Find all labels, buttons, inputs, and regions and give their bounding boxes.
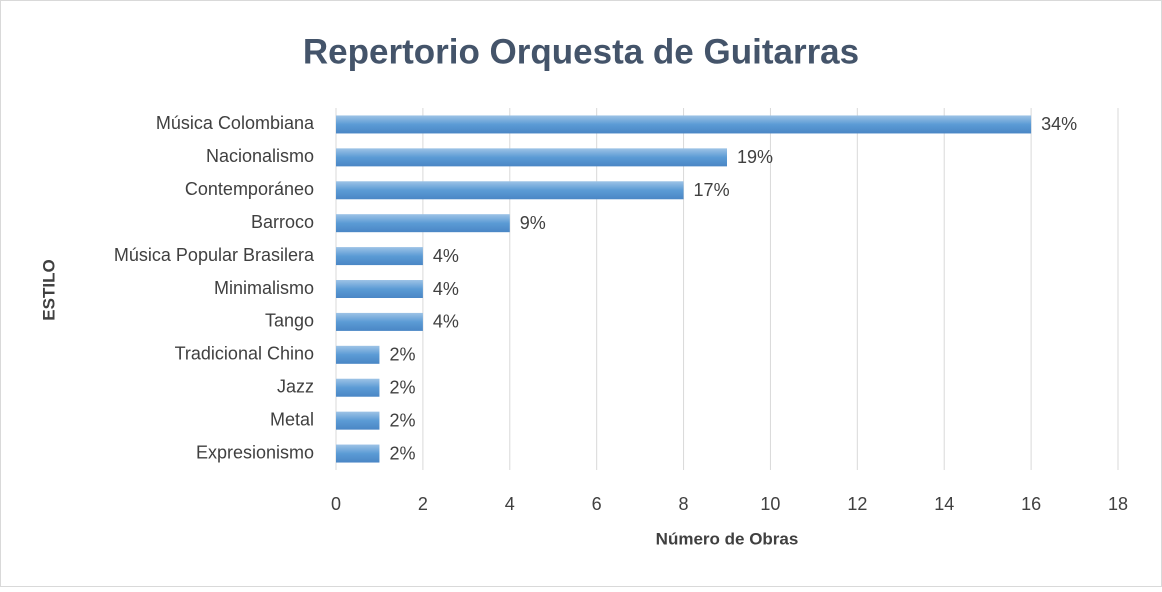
x-tick-label: 0 (331, 494, 341, 514)
bar (336, 312, 423, 331)
y-tick-label: Metal (270, 409, 314, 429)
x-tick-label: 4 (505, 494, 515, 514)
data-label: 34% (1041, 114, 1077, 134)
x-tick-label: 10 (760, 494, 780, 514)
data-label: 4% (433, 279, 459, 299)
data-label: 17% (694, 180, 730, 200)
x-tick-label: 16 (1021, 494, 1041, 514)
y-tick-label: Jazz (277, 376, 314, 396)
bar (336, 411, 380, 430)
y-tick-label: Minimalismo (214, 278, 314, 298)
data-label: 2% (389, 410, 415, 430)
x-tick-label: 18 (1108, 494, 1128, 514)
y-tick-label: Música Popular Brasilera (114, 245, 315, 265)
x-axis-title: Número de Obras (656, 529, 799, 548)
data-label: 19% (737, 147, 773, 167)
bar (336, 214, 510, 233)
y-tick-label: Tango (265, 311, 314, 331)
bar (336, 444, 380, 463)
data-label: 4% (433, 312, 459, 332)
bar (336, 345, 380, 364)
y-tick-label: Música Colombiana (156, 113, 315, 133)
y-axis-title: ESTILO (39, 259, 58, 320)
bar (336, 115, 1032, 134)
y-tick-label: Contemporáneo (185, 179, 314, 199)
y-tick-label: Tradicional Chino (175, 344, 314, 364)
bar (336, 247, 423, 266)
chart-title: Repertorio Orquesta de Guitarras (303, 32, 859, 71)
y-tick-label: Barroco (251, 212, 314, 232)
data-label: 4% (433, 246, 459, 266)
data-label: 9% (520, 213, 546, 233)
x-tick-label: 8 (679, 494, 689, 514)
y-tick-label: Expresionismo (196, 442, 314, 462)
data-label: 2% (389, 345, 415, 365)
bar (336, 280, 423, 298)
x-tick-label: 14 (934, 494, 954, 514)
bar (336, 378, 380, 397)
x-tick-label: 2 (418, 494, 428, 514)
x-tick-label: 6 (592, 494, 602, 514)
x-tick-label: 12 (847, 494, 867, 514)
data-label: 2% (389, 377, 415, 397)
y-tick-label: Nacionalismo (206, 146, 314, 166)
bar (336, 148, 727, 167)
bar (336, 181, 684, 200)
data-label: 2% (389, 443, 415, 463)
